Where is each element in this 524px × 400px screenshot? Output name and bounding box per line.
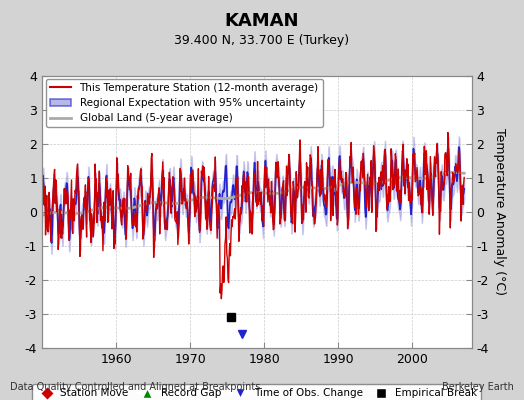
Y-axis label: Temperature Anomaly (°C): Temperature Anomaly (°C) <box>493 128 506 296</box>
Text: 39.400 N, 33.700 E (Turkey): 39.400 N, 33.700 E (Turkey) <box>174 34 350 47</box>
Legend: Station Move, Record Gap, Time of Obs. Change, Empirical Break: Station Move, Record Gap, Time of Obs. C… <box>32 384 481 400</box>
Text: KAMAN: KAMAN <box>225 12 299 30</box>
Text: Berkeley Earth: Berkeley Earth <box>442 382 514 392</box>
Text: Data Quality Controlled and Aligned at Breakpoints: Data Quality Controlled and Aligned at B… <box>10 382 261 392</box>
